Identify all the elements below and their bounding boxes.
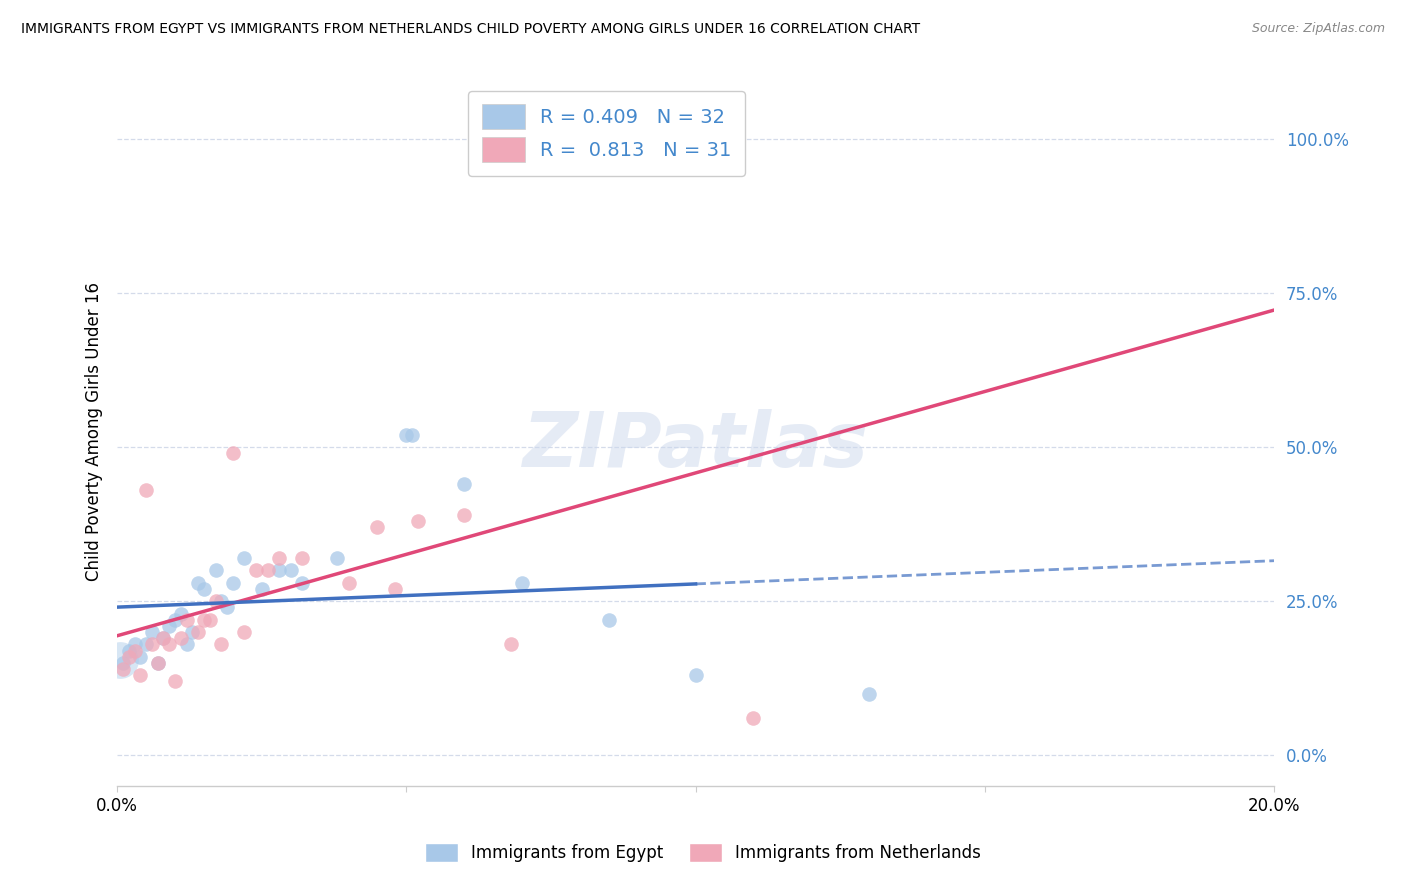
Point bbox=[204, 594, 226, 608]
Text: ZIPatlas: ZIPatlas bbox=[523, 409, 869, 483]
Point bbox=[157, 637, 180, 651]
Point bbox=[176, 613, 198, 627]
Point bbox=[401, 428, 423, 442]
Point bbox=[176, 637, 198, 651]
Point bbox=[152, 632, 174, 646]
Point bbox=[395, 428, 418, 442]
Point bbox=[181, 625, 204, 640]
Point bbox=[291, 551, 314, 566]
Point bbox=[233, 551, 256, 566]
Point bbox=[209, 594, 232, 608]
Point bbox=[233, 625, 256, 640]
Text: Source: ZipAtlas.com: Source: ZipAtlas.com bbox=[1251, 22, 1385, 36]
Legend: R = 0.409   N = 32, R =  0.813   N = 31: R = 0.409 N = 32, R = 0.813 N = 31 bbox=[468, 91, 745, 176]
Text: IMMIGRANTS FROM EGYPT VS IMMIGRANTS FROM NETHERLANDS CHILD POVERTY AMONG GIRLS U: IMMIGRANTS FROM EGYPT VS IMMIGRANTS FROM… bbox=[21, 22, 920, 37]
Point bbox=[146, 656, 169, 670]
Point bbox=[222, 446, 245, 460]
Point bbox=[627, 132, 650, 146]
Point bbox=[187, 625, 209, 640]
Point bbox=[193, 613, 215, 627]
Point bbox=[163, 674, 186, 689]
Point bbox=[124, 637, 146, 651]
Point bbox=[269, 564, 291, 578]
Point bbox=[135, 637, 157, 651]
Point bbox=[129, 649, 152, 664]
Point bbox=[858, 687, 880, 701]
Point bbox=[118, 643, 141, 657]
Point bbox=[152, 632, 174, 646]
Point bbox=[170, 607, 193, 621]
Y-axis label: Child Poverty Among Girls Under 16: Child Poverty Among Girls Under 16 bbox=[86, 282, 103, 582]
Point bbox=[129, 668, 152, 682]
Point bbox=[453, 477, 475, 491]
Point bbox=[111, 656, 134, 670]
Legend: Immigrants from Egypt, Immigrants from Netherlands: Immigrants from Egypt, Immigrants from N… bbox=[416, 834, 990, 871]
Point bbox=[510, 575, 533, 590]
Point bbox=[685, 668, 707, 682]
Point bbox=[453, 508, 475, 522]
Point bbox=[291, 575, 314, 590]
Point bbox=[163, 613, 186, 627]
Point bbox=[217, 600, 239, 615]
Point bbox=[157, 619, 180, 633]
Point bbox=[204, 564, 226, 578]
Point bbox=[280, 564, 302, 578]
Point bbox=[170, 632, 193, 646]
Point bbox=[141, 625, 163, 640]
Point bbox=[146, 656, 169, 670]
Point bbox=[118, 649, 141, 664]
Point bbox=[742, 711, 765, 725]
Point bbox=[256, 564, 278, 578]
Point bbox=[269, 551, 291, 566]
Point bbox=[124, 643, 146, 657]
Point bbox=[598, 613, 620, 627]
Point bbox=[250, 582, 273, 596]
Point bbox=[499, 637, 522, 651]
Point bbox=[193, 582, 215, 596]
Point bbox=[384, 582, 406, 596]
Point bbox=[406, 514, 429, 528]
Point bbox=[337, 575, 360, 590]
Point bbox=[187, 575, 209, 590]
Point bbox=[135, 483, 157, 498]
Point bbox=[326, 551, 349, 566]
Point bbox=[222, 575, 245, 590]
Point bbox=[198, 613, 221, 627]
Point bbox=[209, 637, 232, 651]
Point bbox=[366, 520, 388, 534]
Point bbox=[108, 653, 131, 667]
Point bbox=[245, 564, 267, 578]
Point bbox=[111, 662, 134, 676]
Point bbox=[141, 637, 163, 651]
